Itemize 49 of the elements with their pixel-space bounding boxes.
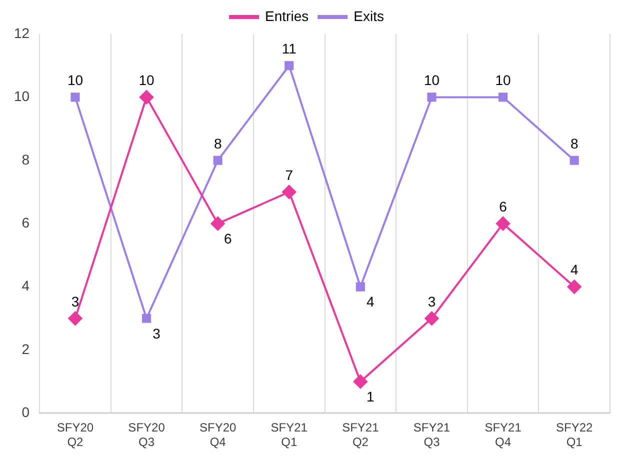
point <box>213 156 222 165</box>
data-label: 3 <box>428 293 436 310</box>
y-tick-label: 12 <box>14 24 30 41</box>
y-tick-label: 6 <box>22 214 30 230</box>
point <box>567 280 582 294</box>
x-tick-label: SFY22 Q1 <box>556 420 594 450</box>
data-label: 6 <box>224 230 232 246</box>
x-tick-label: SFY20 Q4 <box>199 420 236 450</box>
data-label: 7 <box>285 166 294 183</box>
y-tick-label: 0 <box>22 404 30 420</box>
x-tick-label: SFY21 Q3 <box>413 420 450 450</box>
legend-label: Exits <box>354 8 384 24</box>
data-label: 3 <box>152 325 161 342</box>
x-tick-label: SFY21 Q2 <box>342 420 380 450</box>
data-label: 4 <box>570 262 578 278</box>
point <box>570 156 579 165</box>
point <box>140 90 154 104</box>
point <box>142 314 152 323</box>
point <box>210 216 225 231</box>
point <box>498 92 508 102</box>
point <box>496 216 510 231</box>
point <box>70 92 80 102</box>
data-label: 4 <box>366 294 375 310</box>
data-label: 10 <box>495 72 512 88</box>
data-label: 6 <box>499 198 508 214</box>
point <box>282 185 296 199</box>
data-label: 8 <box>570 135 578 152</box>
point <box>424 311 439 326</box>
y-tick-label: 2 <box>22 340 30 357</box>
point <box>284 61 294 70</box>
legend-label: Entries <box>265 8 309 24</box>
y-tick-label: 8 <box>22 151 30 168</box>
data-label: 11 <box>282 40 297 56</box>
x-tick-label: SFY20 Q2 <box>56 420 94 450</box>
point <box>353 374 368 389</box>
data-label: 10 <box>138 72 155 88</box>
point <box>68 311 82 326</box>
data-label: 8 <box>214 135 222 152</box>
data-label: 10 <box>424 72 440 88</box>
x-tick-label: SFY21 Q1 <box>270 420 308 450</box>
y-tick-label: 10 <box>14 88 30 104</box>
x-tick-label: SFY20 Q3 <box>128 420 166 450</box>
y-tick-label: 4 <box>22 278 30 294</box>
x-tick-label: SFY21 Q4 <box>484 420 522 450</box>
data-label: 1 <box>366 388 375 404</box>
data-label: 3 <box>71 293 80 310</box>
point <box>427 92 436 102</box>
data-label: 10 <box>67 72 84 88</box>
point <box>356 282 365 292</box>
